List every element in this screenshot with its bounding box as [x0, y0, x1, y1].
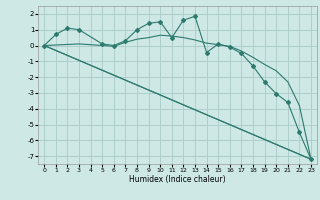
- X-axis label: Humidex (Indice chaleur): Humidex (Indice chaleur): [129, 175, 226, 184]
